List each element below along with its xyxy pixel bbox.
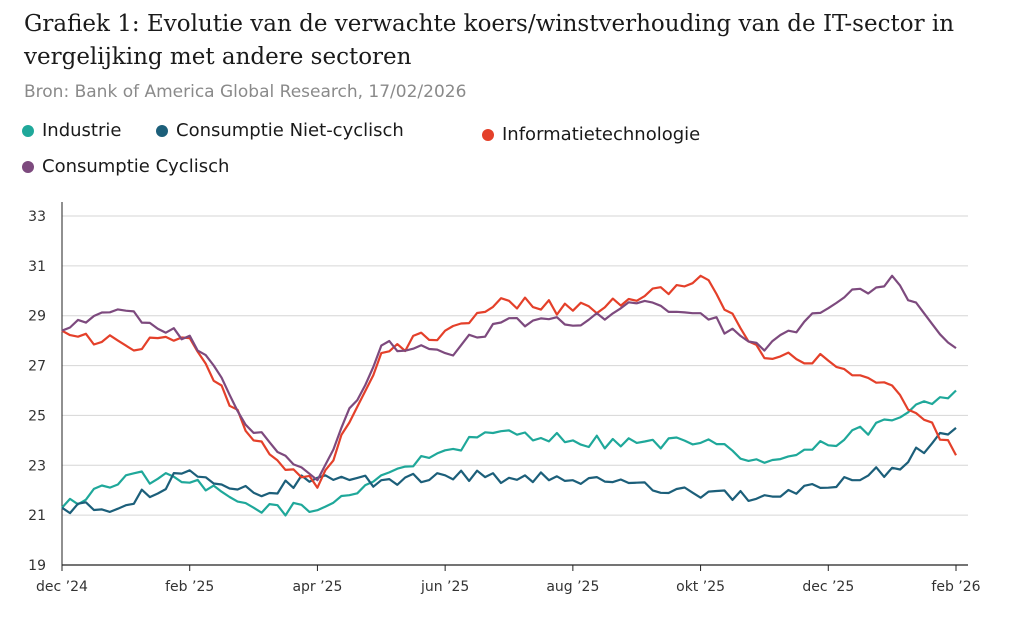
x-tick-label: dec ’25: [802, 579, 854, 595]
y-tick-label: 27: [28, 359, 46, 375]
x-tick-label: jun ’25: [420, 579, 469, 595]
y-tick-label: 31: [28, 259, 46, 275]
legend-dot-industrie: [22, 124, 34, 137]
y-tick-label: 25: [28, 408, 46, 424]
chart-subtitle: Bron: Bank of America Global Research, 1…: [24, 82, 467, 102]
series-line-informatietechnologie: [61, 274, 957, 489]
legend-dot-consumptie-cyclisch: [22, 160, 34, 173]
x-tick-label: aug ’25: [546, 579, 599, 595]
legend-item-consumptie-cyclisch: Consumptie Cyclisch: [22, 156, 229, 177]
y-tick-label: 19: [28, 558, 46, 574]
grid: [62, 215, 968, 516]
series-line-consumptie-niet-cyclisch: [61, 427, 957, 515]
x-tick-label: feb ’26: [931, 579, 980, 595]
legend-label-informatietechnologie: Informatietechnologie: [502, 124, 701, 145]
axes: 19 21 23 25 27 29 31 33 dec ’24 feb ’25 apr ’25 jun…: [28, 202, 981, 595]
legend-dot-consumptie-niet-cyclisch: [156, 124, 168, 137]
y-tick-label: 21: [28, 508, 46, 524]
x-tick-label: dec ’24: [36, 579, 88, 595]
series: [61, 274, 957, 517]
x-tick-label: feb ’25: [165, 579, 214, 595]
x-tick-label: okt ’25: [676, 579, 725, 595]
y-tick-label: 33: [28, 209, 46, 225]
y-tick-label: 29: [28, 309, 46, 325]
y-tick-label: 23: [28, 458, 46, 474]
legend-label-consumptie-niet-cyclisch: Consumptie Niet-cyclisch: [176, 120, 404, 141]
legend-item-industrie: Industrie: [22, 120, 121, 141]
x-tick-label: apr ’25: [292, 579, 342, 595]
series-line-consumptie-cyclisch: [61, 274, 957, 482]
legend-label-consumptie-cyclisch: Consumptie Cyclisch: [42, 156, 230, 177]
legend-item-consumptie-niet-cyclisch: Consumptie Niet-cyclisch: [156, 120, 404, 141]
legend-item-informatietechnologie: Informatietechnologie: [482, 124, 700, 145]
series-line-industrie: [61, 389, 957, 517]
legend-label-industrie: Industrie: [42, 120, 122, 141]
legend-dot-informatietechnologie: [482, 128, 494, 141]
chart-title: Grafiek 1: Evolutie van de verwachte koe…: [24, 11, 955, 70]
